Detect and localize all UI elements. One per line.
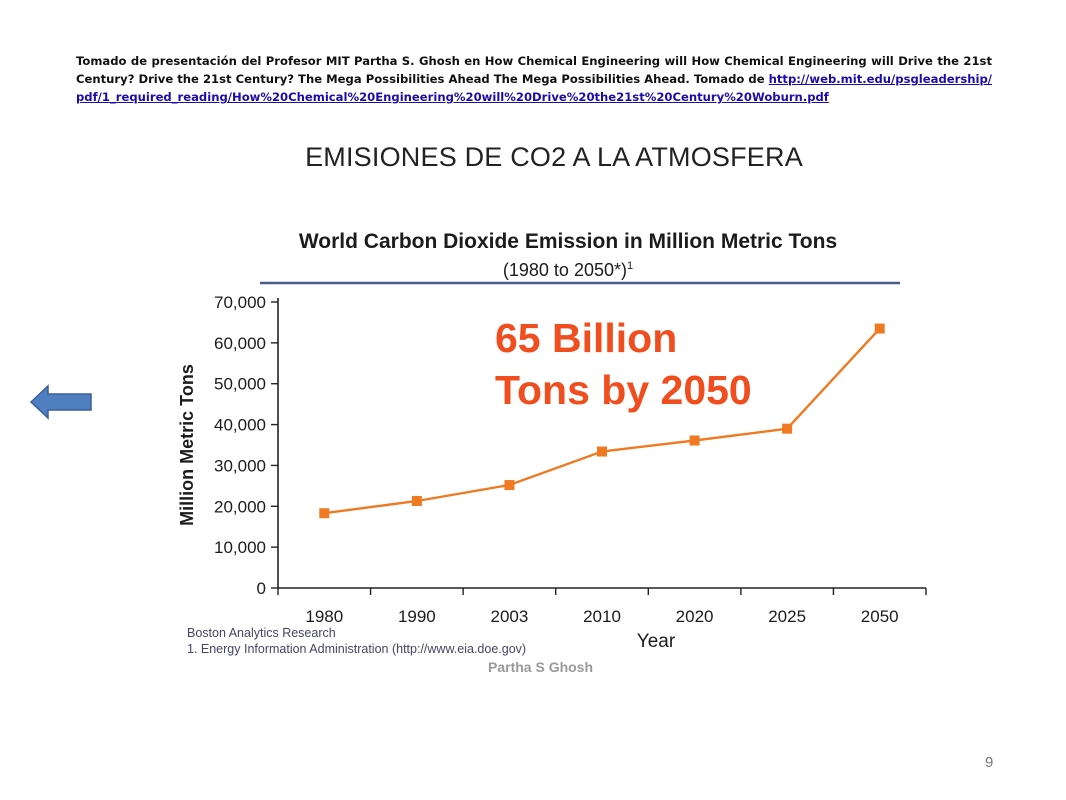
x-tick-label: 2010 [583, 607, 621, 626]
x-tick-label: 2020 [676, 607, 714, 626]
x-tick-label: 2003 [491, 607, 529, 626]
data-point-marker [874, 323, 885, 334]
y-tick-label: 40,000 [214, 416, 266, 435]
data-point-marker [319, 508, 330, 519]
y-tick-label: 70,000 [214, 293, 266, 312]
data-point-marker [782, 423, 793, 434]
y-tick-label: 60,000 [214, 334, 266, 353]
data-point-marker [504, 480, 515, 491]
y-tick-label: 50,000 [214, 375, 266, 394]
page-number: 9 [985, 754, 994, 771]
citation-text: Tomado de presentación del Profesor MIT … [76, 54, 992, 86]
y-axis-title: Million Metric Tons [177, 364, 197, 526]
chart-subtitle: (1980 to 2050*)1 [503, 260, 633, 280]
data-point-marker [597, 446, 607, 457]
author-credit: Partha S Ghosh [488, 659, 593, 675]
data-point-marker [411, 495, 422, 506]
x-tick-label: 2050 [861, 607, 899, 626]
annotation-line: Tons by 2050 [495, 367, 752, 413]
y-tick-label: 0 [257, 579, 266, 598]
x-axis-title: Year [637, 631, 676, 652]
annotation-line: 65 Billion [495, 315, 677, 361]
y-tick-label: 30,000 [214, 456, 266, 475]
source-link[interactable]: http://web.mit.edu/psgleadership/pdf/1_r… [76, 72, 992, 104]
chart-root: World Carbon Dioxide Emission in Million… [177, 230, 927, 675]
source-note: Boston Analytics Research [187, 626, 336, 640]
back-arrow-icon[interactable] [30, 384, 94, 420]
x-tick-label: 1990 [398, 607, 436, 626]
slide-title: EMISIONES DE CO2 A LA ATMOSFERA [305, 142, 803, 172]
y-tick-label: 20,000 [214, 497, 266, 516]
data-point-marker [689, 435, 700, 446]
source-note: 1. Energy Information Administration (ht… [187, 642, 526, 656]
x-tick-label: 1980 [305, 607, 343, 626]
x-tick-label: 2025 [768, 607, 806, 626]
citation-header: Tomado de presentación del Profesor MIT … [76, 52, 992, 106]
chart-title: World Carbon Dioxide Emission in Million… [299, 230, 837, 253]
y-tick-label: 10,000 [214, 538, 266, 557]
